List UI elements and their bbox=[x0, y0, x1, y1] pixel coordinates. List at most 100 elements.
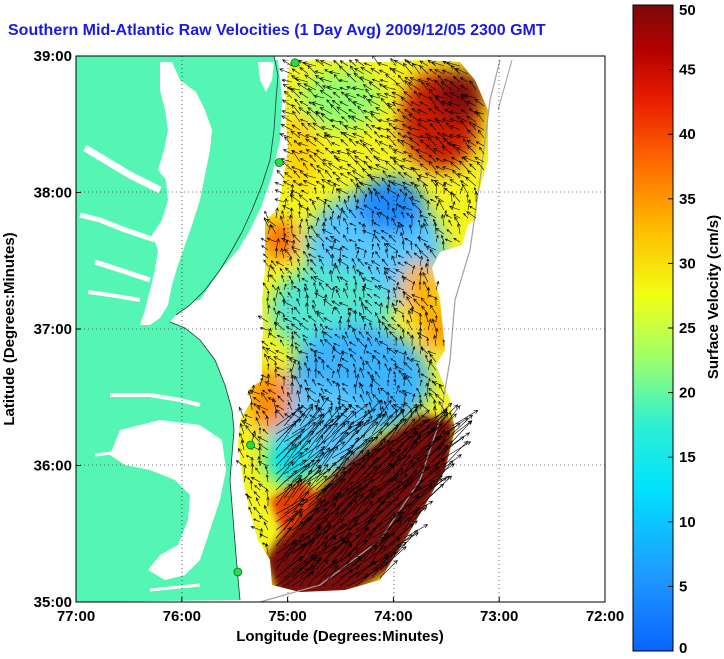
velocity-arrow bbox=[411, 62, 421, 75]
velocity-arrow bbox=[386, 188, 397, 195]
velocity-arrow bbox=[372, 393, 381, 403]
velocity-arrow bbox=[399, 335, 405, 347]
velocity-arrow bbox=[403, 192, 408, 203]
velocity-arrow bbox=[338, 166, 349, 171]
velocity-arrow bbox=[389, 67, 397, 75]
colorbar-tick-label: 45 bbox=[679, 62, 696, 79]
velocity-arrow bbox=[411, 108, 421, 115]
velocity-arrow bbox=[395, 499, 417, 531]
velocity-arrow bbox=[361, 167, 373, 179]
velocity-arrow bbox=[291, 104, 301, 115]
velocity-arrow bbox=[362, 229, 373, 235]
velocity-arrow bbox=[339, 546, 359, 563]
velocity-arrow bbox=[452, 76, 461, 83]
velocity-arrow bbox=[284, 267, 293, 275]
velocity-arrow bbox=[314, 357, 319, 371]
velocity-arrow bbox=[369, 110, 381, 115]
velocity-arrow bbox=[289, 214, 293, 227]
velocity-arrow bbox=[336, 397, 349, 403]
velocity-arrow bbox=[379, 541, 407, 563]
velocity-arrow bbox=[323, 446, 339, 467]
velocity-arrow bbox=[283, 561, 309, 579]
velocity-arrow bbox=[386, 391, 390, 403]
velocity-arrow bbox=[305, 387, 309, 395]
velocity-arrow bbox=[313, 152, 325, 163]
velocity-arrow bbox=[319, 90, 333, 99]
velocity-arrow bbox=[383, 270, 389, 283]
velocity-arrow bbox=[402, 291, 413, 299]
velocity-arrow bbox=[474, 190, 479, 203]
velocity-vectors bbox=[235, 56, 485, 587]
velocity-arrow bbox=[376, 93, 389, 99]
velocity-arrow bbox=[381, 315, 389, 323]
velocity-arrow bbox=[405, 250, 413, 259]
velocity-arrow bbox=[373, 350, 381, 355]
velocity-arrow bbox=[403, 426, 431, 443]
velocity-arrow bbox=[365, 351, 373, 355]
velocity-arrow bbox=[449, 92, 461, 99]
velocity-arrow bbox=[260, 392, 269, 403]
velocity-arrow bbox=[381, 177, 389, 187]
velocity-arrow bbox=[283, 533, 305, 563]
velocity-arrow bbox=[413, 90, 421, 99]
y-tick-label: 36:00 bbox=[34, 458, 72, 475]
velocity-arrow bbox=[411, 346, 416, 355]
velocity-arrow bbox=[395, 454, 411, 475]
velocity-arrow bbox=[419, 463, 446, 483]
velocity-arrow bbox=[381, 321, 389, 331]
velocity-arrow bbox=[401, 314, 405, 323]
velocity-arrow bbox=[431, 61, 445, 67]
velocity-arrow bbox=[394, 408, 399, 419]
velocity-arrow bbox=[377, 387, 381, 395]
velocity-arrow bbox=[386, 379, 390, 387]
velocity-arrow bbox=[359, 76, 373, 83]
velocity-arrow bbox=[266, 237, 277, 243]
velocity-arrow bbox=[331, 487, 356, 515]
velocity-arrow bbox=[299, 506, 320, 531]
velocity-arrow bbox=[311, 200, 317, 211]
velocity-arrow bbox=[299, 498, 322, 515]
velocity-arrow bbox=[364, 262, 373, 267]
velocity-arrow bbox=[460, 119, 469, 131]
velocity-arrow bbox=[434, 296, 438, 307]
velocity-arrow bbox=[323, 317, 333, 323]
velocity-arrow bbox=[263, 504, 269, 515]
velocity-arrow bbox=[419, 477, 447, 499]
velocity-arrow bbox=[387, 447, 408, 475]
velocity-arrow bbox=[323, 338, 333, 347]
velocity-arrow bbox=[307, 107, 317, 115]
velocity-arrow bbox=[395, 476, 413, 499]
velocity-arrow bbox=[283, 90, 293, 99]
velocity-arrow bbox=[310, 348, 317, 355]
velocity-arrow bbox=[355, 567, 379, 587]
velocity-arrow bbox=[312, 122, 325, 131]
velocity-arrow bbox=[249, 480, 253, 491]
velocity-arrow bbox=[453, 214, 461, 219]
velocity-arrow bbox=[327, 204, 333, 211]
velocity-arrow bbox=[352, 149, 365, 155]
velocity-arrow bbox=[402, 376, 406, 387]
velocity-arrow bbox=[310, 267, 317, 275]
velocity-arrow bbox=[419, 255, 424, 267]
velocity-arrow bbox=[336, 288, 341, 299]
velocity-arrow bbox=[339, 483, 363, 499]
velocity-arrow bbox=[347, 554, 366, 571]
velocity-arrow bbox=[298, 322, 309, 331]
velocity-arrow bbox=[392, 286, 397, 299]
velocity-arrow bbox=[355, 448, 377, 475]
velocity-arrow bbox=[374, 285, 381, 291]
velocity-arrow bbox=[291, 490, 310, 515]
velocity-arrow bbox=[414, 243, 421, 251]
velocity-arrow bbox=[371, 476, 398, 499]
velocity-arrow bbox=[429, 304, 437, 315]
velocity-arrow bbox=[365, 331, 373, 339]
velocity-arrow bbox=[274, 198, 285, 203]
velocity-arrow bbox=[323, 466, 346, 483]
velocity-arrow bbox=[320, 387, 325, 395]
velocity-arrow bbox=[331, 410, 355, 435]
velocity-arrow bbox=[443, 209, 447, 219]
velocity-arrow bbox=[443, 440, 468, 467]
velocity-arrow bbox=[402, 150, 413, 155]
velocity-arrow bbox=[339, 516, 357, 539]
velocity-arrow bbox=[440, 100, 453, 107]
